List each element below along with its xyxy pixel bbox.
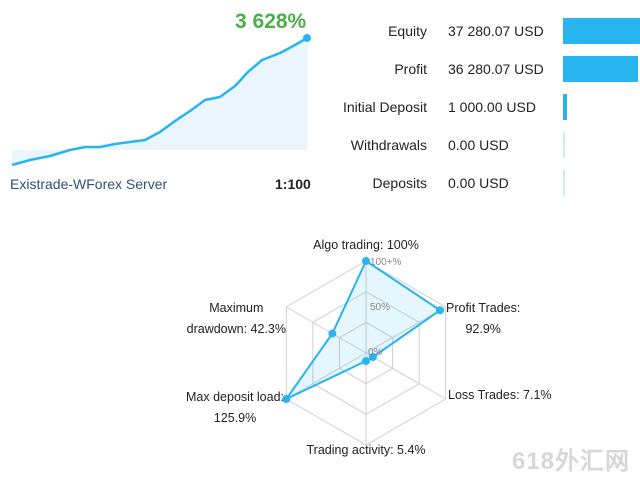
- radar-label-text: Max deposit load:: [186, 390, 284, 404]
- scale-label-100: 100+%: [370, 257, 402, 268]
- radar-grid-spoke: [365, 352, 446, 400]
- radar-point: [328, 329, 337, 338]
- stat-value: 0.00 USD: [448, 137, 509, 153]
- radar-point: [282, 395, 291, 403]
- growth-percent: 3 628%: [235, 10, 307, 33]
- stat-label: Deposits: [372, 175, 427, 191]
- scale-label-50: 50%: [370, 302, 391, 313]
- stat-label: Initial Deposit: [342, 99, 427, 115]
- scale-label-0: 0%: [368, 347, 383, 358]
- stat-bar: [563, 132, 565, 158]
- stat-label: Withdrawals: [350, 137, 427, 153]
- stat-label: Equity: [388, 23, 427, 39]
- radar-label-text: Trading activity: 5.4%: [306, 443, 426, 457]
- stat-value: 36 280.07 USD: [448, 61, 544, 77]
- stat-row-initial-deposit: Initial Deposit 1 000.00 USD: [330, 88, 640, 126]
- stat-value: 1 000.00 USD: [448, 99, 536, 115]
- stat-label: Profit: [394, 61, 427, 77]
- radar-label-text: Profit Trades:: [446, 301, 521, 315]
- stat-bar: [563, 56, 638, 82]
- stat-bar: [563, 170, 565, 196]
- radar-chart: [282, 257, 447, 446]
- radar-label-maximum-drawdown: Maximum drawdown: 42.3%: [187, 298, 286, 340]
- radar-point: [362, 257, 370, 265]
- radar-label-text: 92.9%: [465, 322, 501, 336]
- radar-label-algo-trading: Algo trading: 100%: [313, 238, 419, 252]
- stat-bar: [563, 18, 640, 44]
- radar-label-profit-trades: Profit Trades: 92.9%: [446, 298, 520, 340]
- radar-label-text: 125.9%: [213, 411, 257, 425]
- radar-value-polygon: [285, 260, 442, 400]
- stat-row-deposits: Deposits 0.00 USD: [330, 164, 640, 202]
- stat-value: 0.00 USD: [448, 175, 509, 191]
- radar-point: [362, 357, 370, 365]
- radar-label-trading-activity: Trading activity: 5.4%: [306, 443, 425, 457]
- leverage: 1:100: [275, 176, 311, 192]
- growth-area: [12, 38, 307, 165]
- server-name[interactable]: Existrade-WForex Server: [10, 176, 168, 192]
- growth-line: [11, 36, 308, 167]
- watermark: 618外汇网: [511, 448, 630, 475]
- stat-bar: [563, 94, 567, 120]
- radar-label-text: Maximum: [209, 301, 264, 315]
- stat-value: 37 280.07 USD: [448, 23, 544, 39]
- radar-label-text: drawdown: 42.3%: [186, 322, 286, 336]
- radar-label-max-deposit-load: Max deposit load: 125.9%: [186, 387, 284, 429]
- stat-row-profit: Profit 36 280.07 USD: [330, 50, 640, 88]
- radar-point: [368, 353, 377, 361]
- stat-row-equity: Equity 37 280.07 USD: [330, 12, 640, 50]
- growth-chart: [11, 34, 311, 167]
- radar-panel: 100+% 50% 0% Algo trading: 100% Profit T…: [0, 230, 640, 480]
- radar-grid-spoke: [286, 306, 367, 354]
- radar-grid-spoke: [286, 352, 367, 400]
- stat-row-withdrawals: Withdrawals 0.00 USD: [330, 126, 640, 164]
- growth-endpoint: [303, 34, 311, 42]
- radar-label-text: Algo trading: 100%: [313, 238, 419, 252]
- radar-label-loss-trades: Loss Trades: 7.1%: [448, 388, 552, 402]
- radar-point: [436, 306, 445, 315]
- growth-panel: 3 628% Existrade-WForex Server 1:100: [0, 0, 330, 200]
- radar-label-text: Loss Trades: 7.1%: [448, 388, 552, 402]
